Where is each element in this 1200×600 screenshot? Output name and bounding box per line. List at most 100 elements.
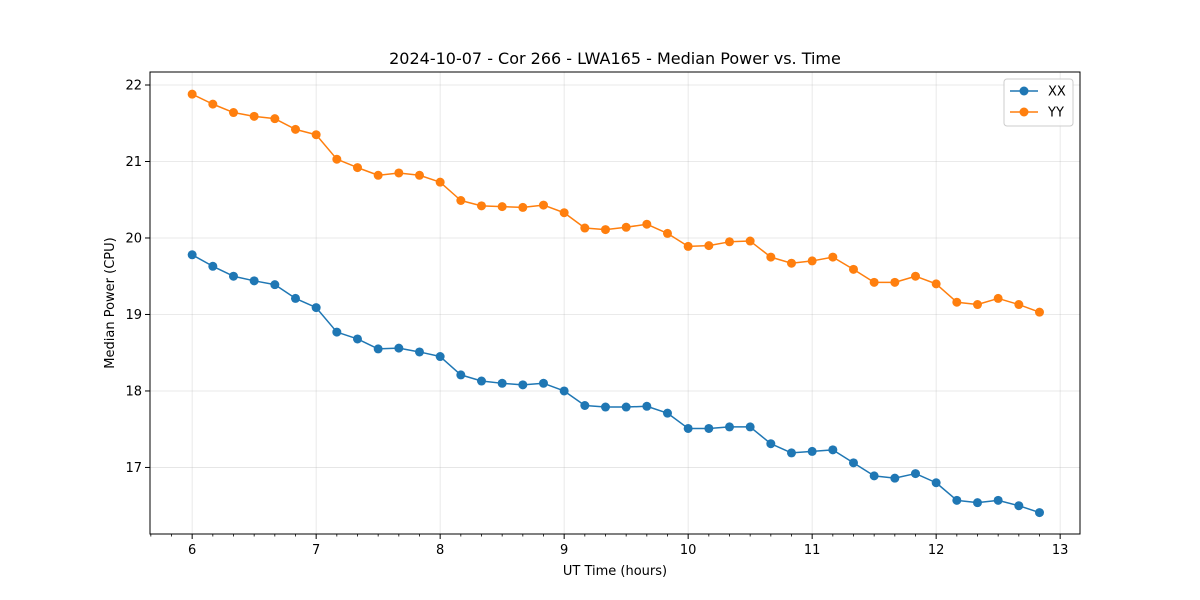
legend-marker-yy [1019, 107, 1029, 117]
data-point-yy [786, 258, 796, 268]
legend-label-xx: XX [1048, 85, 1066, 100]
data-point-xx [683, 423, 693, 433]
data-point-xx [600, 402, 610, 412]
data-point-yy [910, 271, 920, 281]
data-point-yy [828, 252, 838, 262]
data-point-yy [766, 252, 776, 262]
x-tick-label: 9 [560, 543, 568, 558]
data-point-xx [993, 495, 1003, 505]
data-point-xx [187, 250, 197, 260]
axes: 6 7 8 9 10 11 12 13 17 18 19 20 21 22 [125, 79, 1068, 558]
data-point-yy [497, 202, 507, 212]
data-point-yy [869, 277, 879, 287]
data-point-yy [538, 200, 548, 210]
data-point-xx [580, 401, 590, 410]
data-point-yy [683, 241, 693, 251]
x-tick-label: 12 [928, 543, 945, 558]
data-point-xx [745, 422, 755, 432]
data-point-xx [766, 439, 776, 449]
legend-label-yy: YY [1047, 106, 1064, 121]
data-point-xx [662, 408, 672, 418]
x-tick-label: 10 [680, 543, 697, 558]
data-point-xx [497, 378, 507, 388]
data-point-yy [724, 237, 734, 247]
x-axis-label: UT Time (hours) [563, 564, 667, 579]
x-tick-label: 6 [188, 543, 196, 558]
data-point-yy [1034, 307, 1044, 317]
data-point-xx [311, 303, 321, 313]
data-point-xx [952, 495, 962, 505]
x-tick-label: 8 [436, 543, 444, 558]
data-point-xx [476, 376, 486, 386]
data-point-yy [456, 196, 466, 205]
data-point-xx [972, 498, 982, 508]
data-point-yy [745, 236, 755, 246]
data-point-yy [600, 225, 610, 235]
data-point-yy [807, 256, 817, 266]
data-point-xx [869, 471, 879, 481]
data-point-xx [270, 280, 280, 290]
data-point-yy [931, 279, 941, 289]
data-point-yy [518, 202, 528, 212]
data-point-xx [910, 469, 920, 479]
data-point-yy [642, 219, 652, 229]
data-point-xx [518, 380, 528, 390]
x-tick-label: 11 [804, 543, 821, 558]
data-point-xx [828, 445, 838, 455]
data-point-xx [890, 473, 900, 483]
data-point-xx [704, 423, 714, 433]
data-point-yy [290, 124, 300, 134]
data-point-xx [456, 370, 466, 380]
data-point-yy [270, 114, 280, 124]
y-tick-label: 17 [125, 461, 142, 476]
data-point-xx [724, 422, 734, 432]
data-point-xx [931, 478, 941, 488]
data-point-yy [580, 223, 590, 233]
y-tick-label: 20 [125, 231, 142, 246]
data-point-xx [249, 276, 259, 286]
data-point-xx [1014, 501, 1024, 511]
data-point-yy [704, 241, 714, 251]
data-point-xx [848, 458, 858, 468]
data-point-yy [972, 300, 982, 310]
data-point-xx [373, 344, 383, 354]
data-point-yy [187, 89, 197, 99]
data-point-yy [848, 264, 858, 274]
data-point-yy [952, 297, 962, 307]
plot-series [187, 89, 1044, 518]
data-point-yy [559, 208, 569, 218]
data-point-yy [394, 168, 404, 178]
data-point-xx [352, 334, 362, 344]
data-point-xx [807, 446, 817, 456]
data-point-xx [208, 261, 218, 271]
y-tick-label: 19 [125, 308, 142, 323]
data-point-yy [621, 222, 631, 232]
grid [150, 72, 1080, 534]
y-axis-label: Median Power (CPU) [103, 237, 118, 368]
data-point-xx [394, 343, 404, 353]
data-point-yy [332, 154, 342, 164]
data-point-xx [1034, 508, 1044, 518]
legend: XX YY [1003, 78, 1074, 127]
data-point-xx [538, 378, 548, 388]
data-point-yy [373, 170, 383, 180]
chart-title: 2024-10-07 - Cor 266 - LWA165 - Median P… [389, 49, 841, 68]
data-point-xx [332, 327, 342, 337]
x-tick-label: 13 [1052, 543, 1069, 558]
legend-marker-xx [1019, 86, 1029, 96]
y-tick-label: 22 [125, 79, 142, 94]
data-point-xx [435, 352, 445, 362]
data-point-yy [311, 130, 321, 140]
data-point-yy [662, 228, 672, 238]
data-point-yy [352, 163, 362, 173]
x-tick-label: 7 [312, 543, 320, 558]
data-point-yy [890, 277, 900, 287]
data-point-xx [290, 293, 300, 303]
plot-frame [149, 71, 1081, 535]
data-point-xx [642, 401, 652, 411]
data-point-yy [249, 111, 259, 121]
y-tick-label: 18 [125, 384, 142, 399]
data-point-xx [228, 271, 238, 281]
data-point-yy [228, 108, 238, 118]
